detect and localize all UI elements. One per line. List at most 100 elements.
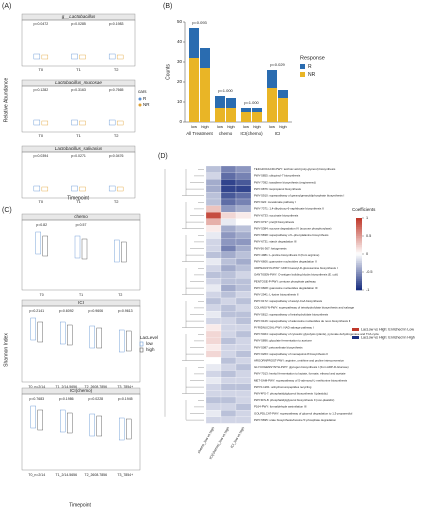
colorbar: [356, 282, 362, 285]
box: [41, 120, 49, 126]
heatmap-cell: [220, 416, 237, 424]
y-tick-label: 0: [179, 119, 182, 124]
x-tick-label: T2_2608.7856: [84, 385, 107, 389]
x-tick-label: T3_7854+: [117, 473, 133, 477]
bar-segment: [267, 88, 277, 122]
x-tick-label: T1: [76, 133, 81, 138]
colorbar: [356, 261, 362, 264]
heatmap-cell: [220, 179, 237, 186]
heatmap-cell: [235, 198, 252, 206]
row-label: P164-PWY: formaldehyde assimilation III: [254, 405, 307, 409]
x-axis-label: Timepoint: [69, 502, 91, 508]
p-value: p=0.029: [270, 62, 285, 67]
x-tick-label: T0: [38, 67, 43, 72]
colorbar: [356, 228, 362, 231]
heatmap-cell: [205, 258, 222, 266]
bar-segment: [189, 28, 199, 58]
heatmap-cell: [220, 377, 237, 384]
heatmap-cell: [205, 363, 222, 371]
subplot-title: ICI(chemo): [70, 388, 93, 393]
heatmap-cell: [235, 410, 252, 417]
colorbar: [356, 288, 362, 291]
column-label: ICI_low vs high: [230, 426, 245, 449]
colorbar-tick-label: 0.5: [366, 234, 371, 238]
heatmap-cell: [205, 304, 222, 312]
heatmap-cell: [235, 311, 252, 318]
x-tick-label: T0: [38, 199, 43, 204]
x-tick-label: high: [201, 124, 209, 129]
heatmap-cell: [205, 231, 222, 239]
legend-swatch: [352, 328, 359, 331]
box: [71, 185, 78, 192]
box: [116, 54, 124, 60]
heatmap-cell: [235, 390, 252, 398]
heatmap-cell: [235, 225, 252, 233]
box: [79, 120, 86, 126]
heatmap-cell: [235, 212, 252, 219]
colorbar: [356, 230, 362, 233]
x-tick-label: low: [191, 124, 197, 129]
heatmap-cell: [220, 297, 237, 305]
subplot-title: Lactobacillus_mucosae: [55, 80, 102, 85]
plot-frame: [21, 393, 141, 471]
row-label: TEICHOICACID-PWY: teichoic acid (poly-gl…: [254, 167, 336, 171]
x-tick-label: T1: [76, 199, 81, 204]
heatmap-cell: [205, 185, 222, 193]
legend-swatch: [300, 64, 305, 69]
heatmap-cell: [235, 297, 252, 305]
heatmap-cell: [235, 165, 252, 173]
subplot-title: g__Lactobacillus: [62, 14, 96, 19]
box: [60, 409, 66, 433]
panel-label: (D): [158, 153, 168, 160]
row-label: PWY-5464: superpathway of cytosolic glyc…: [254, 332, 379, 336]
heatmap-cell: [205, 198, 222, 206]
colorbar: [356, 277, 362, 280]
x-tick-label: T0_n=2/14: [28, 473, 45, 477]
colorbar: [356, 270, 362, 273]
row-label: PWY66-367: ketogenesis: [254, 246, 287, 250]
heatmap-cell: [220, 198, 237, 206]
plot-frame: [21, 19, 136, 67]
subplot-title: chemo: [74, 214, 88, 219]
row-label: PWY-5896: glycolate fermentation to acet…: [254, 339, 312, 343]
x-axis-label: Timepoint: [67, 195, 89, 201]
heatmap-cell: [220, 344, 237, 351]
box: [108, 185, 116, 192]
row-label: PWY-6263: superpathway of menaquinol-8 b…: [254, 352, 328, 356]
panel-label: (A): [2, 3, 11, 10]
box: [41, 186, 49, 192]
row-label: PWY4FS-7: phosphatidylglycerol biosynthe…: [254, 391, 328, 395]
box: [121, 241, 127, 263]
legend-label: NR: [308, 72, 316, 78]
heatmap-cell: [220, 363, 237, 371]
heatmap-cell: [235, 396, 252, 404]
panel-label: (B): [163, 3, 172, 10]
heatmap-cell: [220, 337, 237, 345]
y-tick-label: 20: [177, 79, 183, 84]
colorbar: [356, 273, 362, 276]
x-tick-label: low: [243, 124, 249, 129]
heatmap-cell: [220, 271, 237, 279]
row-label: PWY-6731: starch degradation III: [254, 240, 297, 244]
p-value: p=0.0228: [88, 397, 103, 401]
row-label: PENTOSE-P-PWY: pentose phosphate pathway: [254, 279, 316, 283]
bar-segment: [278, 98, 288, 122]
x-tick-label: T0_n=2/14: [28, 385, 45, 389]
row-label: PWY-6172: superpathway of acetyl-CoA bio…: [254, 299, 323, 303]
bar-segment: [278, 90, 288, 98]
x-tick-label: T1: [76, 67, 81, 72]
heatmap-cell: [205, 297, 222, 305]
row-label: PWY-5087: petroselinate biosynthesis: [254, 345, 303, 349]
bar-segment: [226, 108, 236, 122]
heatmap-cell: [205, 410, 222, 417]
heatmap-cell: [220, 390, 237, 398]
x-tick-label: T3_7854+: [117, 385, 133, 389]
heatmap-cell: [235, 245, 252, 252]
colorbar: [356, 237, 362, 240]
heatmap-cell: [235, 337, 252, 345]
heatmap-cell: [235, 192, 252, 200]
heatmap-cell: [205, 377, 222, 384]
p-value: p=0.0476: [109, 154, 124, 158]
box: [37, 409, 43, 431]
p-value: p=1.000: [218, 88, 233, 93]
